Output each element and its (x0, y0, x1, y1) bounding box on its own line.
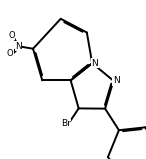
Text: Br: Br (61, 119, 71, 128)
Text: N: N (15, 42, 22, 51)
Text: O: O (8, 31, 15, 40)
Text: O: O (7, 49, 13, 58)
Text: N: N (113, 76, 120, 85)
Text: N: N (92, 59, 98, 68)
